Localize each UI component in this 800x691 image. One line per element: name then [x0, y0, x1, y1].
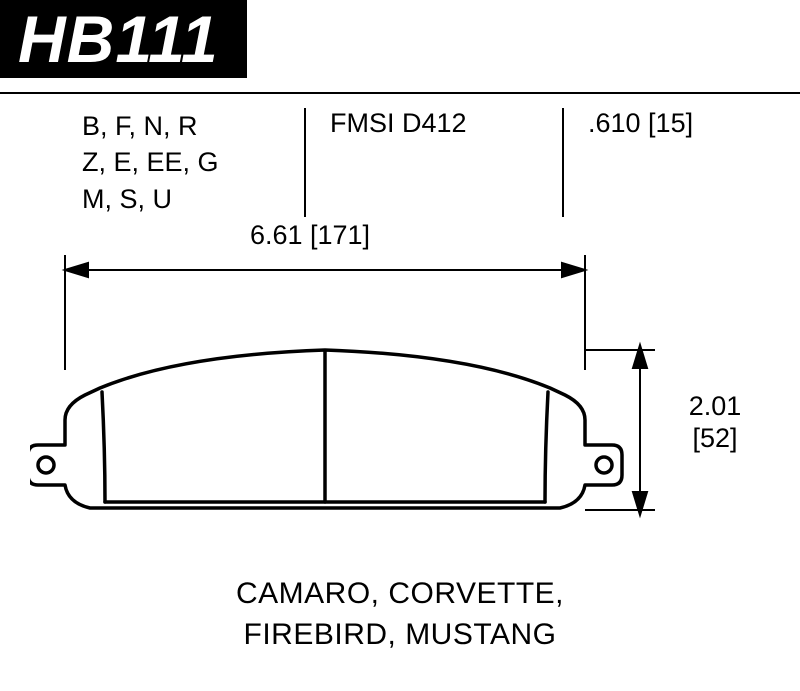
codes-line: M, S, U: [82, 181, 282, 217]
models-line: CAMARO, CORVETTE,: [0, 574, 800, 615]
compound-codes: B, F, N, R Z, E, EE, G M, S, U: [60, 108, 304, 217]
height-dimension-label: 2.01 [52]: [660, 390, 770, 455]
codes-line: B, F, N, R: [82, 108, 282, 144]
thickness-value: .610 [15]: [588, 108, 693, 138]
width-dimension-label: 6.61 [171]: [30, 220, 590, 251]
thickness-spec: .610 [15]: [562, 108, 760, 217]
info-row: B, F, N, R Z, E, EE, G M, S, U FMSI D412…: [60, 108, 760, 217]
height-value-mm: [52]: [660, 422, 770, 454]
fmsi-value: FMSI D412: [330, 108, 467, 138]
brake-pad-diagram: 6.61 [171]: [30, 220, 770, 550]
height-dim-line: [585, 345, 655, 515]
pad-outline: [30, 350, 622, 508]
part-number-header: HB111: [0, 0, 247, 78]
part-number: HB111: [18, 2, 219, 76]
vehicle-models: CAMARO, CORVETTE, FIREBIRD, MUSTANG: [0, 574, 800, 655]
fmsi-code: FMSI D412: [304, 108, 532, 217]
codes-line: Z, E, EE, G: [82, 144, 282, 180]
models-line: FIREBIRD, MUSTANG: [0, 615, 800, 656]
header-rule: [0, 92, 800, 94]
height-value: 2.01: [660, 390, 770, 422]
diagram-svg: [30, 220, 770, 550]
